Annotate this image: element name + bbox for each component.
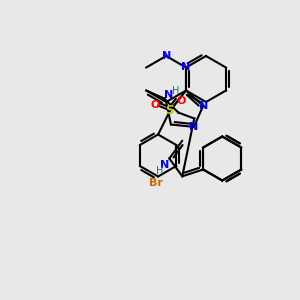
Text: H: H: [156, 166, 163, 176]
Text: N: N: [182, 62, 191, 73]
Text: H: H: [172, 86, 179, 97]
Text: O: O: [150, 100, 160, 110]
Text: O: O: [176, 95, 186, 106]
Text: N: N: [164, 91, 173, 100]
Text: N: N: [160, 160, 169, 170]
Text: N: N: [161, 51, 171, 61]
Text: N: N: [199, 101, 208, 111]
Text: S: S: [166, 104, 175, 117]
Text: Br: Br: [149, 178, 163, 188]
Text: N: N: [189, 122, 198, 132]
